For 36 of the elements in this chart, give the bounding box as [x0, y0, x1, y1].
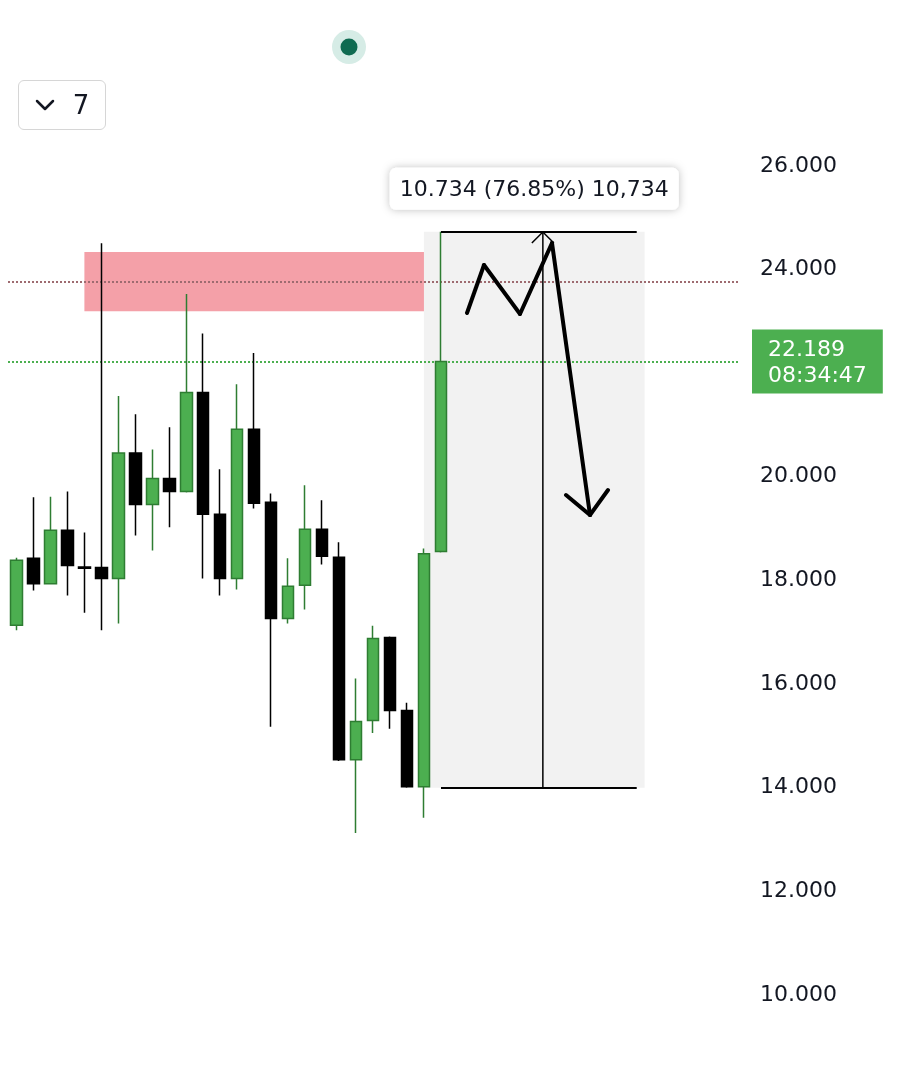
candlestick: [162, 426, 177, 528]
candlestick: [213, 468, 227, 597]
y-tick-label: 14.000: [760, 773, 837, 799]
candlestick: [366, 624, 380, 734]
candlestick: [196, 332, 210, 580]
candlestick: [145, 448, 160, 552]
candlestick: [60, 490, 75, 597]
y-tick-label: 26.000: [760, 151, 837, 177]
candlestick: [349, 677, 363, 834]
candlestick: [417, 547, 431, 819]
y-tick-label: 16.000: [760, 669, 837, 695]
ref-line-label: 22.189: [768, 335, 845, 361]
candlestick: [298, 484, 312, 611]
candlestick: [332, 541, 346, 762]
candlestick: [247, 352, 261, 510]
candlestick: [264, 492, 278, 728]
y-tick-label: 18.000: [760, 566, 837, 591]
candlestick: [9, 557, 24, 632]
candlestick: [383, 635, 397, 730]
candlestick: [230, 383, 244, 591]
candlestick: [77, 531, 92, 614]
candlestick: [111, 395, 126, 625]
candlestick: [128, 413, 143, 537]
candlestick: [400, 702, 414, 789]
text: 7: [72, 90, 90, 120]
candlestick: [315, 499, 329, 566]
y-tick-label: 24.000: [760, 255, 837, 281]
y-tick-label: 20.000: [760, 462, 837, 488]
y-tick-label: 10.000: [760, 980, 837, 1006]
candlestick: [281, 557, 295, 625]
candlestick: [26, 496, 41, 592]
text: 08:34:47: [768, 361, 867, 387]
y-tick-label: 12.000: [760, 876, 837, 902]
band-label: 10.734 (76.85%) 10,734: [399, 176, 669, 202]
candlestick: [43, 495, 58, 585]
candlestick: [94, 242, 109, 632]
